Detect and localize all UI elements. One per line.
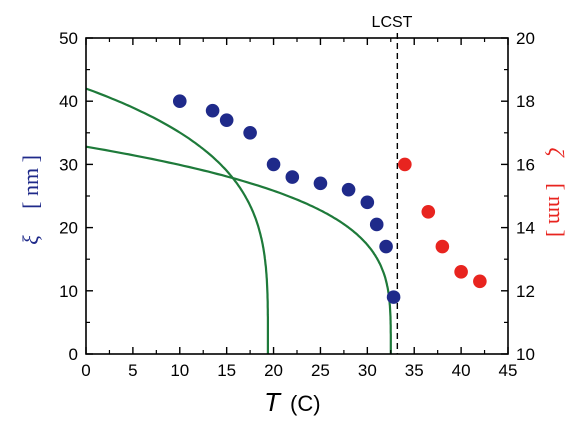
red-data-point [454, 265, 468, 279]
fit-curve-1 [85, 87, 269, 354]
blue-data-point [369, 217, 384, 232]
blue-data-point [379, 239, 393, 254]
x-axis-label-unit: (C) [290, 391, 321, 416]
x-tick-label: 15 [217, 361, 236, 380]
x-tick-label: 40 [452, 361, 471, 380]
blue-data-point [386, 290, 401, 304]
x-tick-label: 20 [264, 361, 283, 380]
blue-data-point [285, 170, 300, 184]
y-left-label-symbol: ξ [18, 235, 43, 245]
x-tick-label: 35 [405, 361, 424, 380]
y-left-label-unit: [ nm ] [18, 155, 43, 209]
x-axis-label-symbol: T [264, 387, 282, 417]
y-right-tick-label: 14 [516, 219, 535, 238]
red-data-point [473, 274, 487, 289]
blue-data-point [341, 182, 356, 197]
x-tick-label: 30 [358, 361, 377, 380]
axis-labels: LCST T (C) ξ [ nm ] ζ [ nm ] [18, 14, 569, 417]
y-left-tick-label: 20 [59, 219, 78, 238]
blue-data-point [205, 103, 220, 118]
y-right-tick-label: 10 [516, 345, 535, 364]
y-right-label-symbol: ζ [544, 148, 569, 159]
red-data-point [398, 157, 412, 172]
axes: 0 5 10 15 20 25 30 35 40 45 0 10 20 30 40 50 10 12 14 16 18 2… [59, 29, 535, 380]
y-right-tick-label: 12 [516, 282, 535, 301]
x-tick-label: 0 [81, 361, 90, 380]
y-left-tick-label: 10 [59, 282, 78, 301]
red-data-point [435, 239, 450, 254]
blue-data-point [219, 113, 234, 127]
plot-area [85, 33, 487, 354]
y-right-tick-label: 18 [516, 92, 535, 111]
blue-data-point [266, 157, 281, 172]
y-right-label-unit: [ nm ] [544, 183, 569, 237]
y-left-tick-label: 0 [69, 345, 78, 364]
blue-data-point [313, 176, 328, 191]
red-data-point [421, 205, 436, 219]
blue-data-point [243, 126, 257, 140]
blue-data-point [360, 195, 375, 210]
y-axis-left-label: ξ [ nm ] [18, 155, 43, 245]
y-right-tick-label: 20 [516, 29, 535, 48]
y-right-tick-label: 16 [516, 155, 535, 174]
x-tick-label: 10 [170, 361, 189, 380]
lcst-annotation: LCST [372, 14, 413, 31]
plot-frame [85, 37, 509, 355]
blue-data-point [172, 94, 187, 108]
y-left-tick-label: 50 [59, 29, 78, 48]
y-left-tick-label: 40 [59, 92, 78, 111]
fit-curve-2 [85, 145, 392, 354]
x-tick-label: 45 [499, 361, 518, 380]
y-axis-right-label: ζ [ nm ] [544, 148, 569, 237]
x-tick-label: 5 [128, 361, 137, 380]
x-tick-label: 25 [311, 361, 330, 380]
y-left-tick-label: 30 [59, 155, 78, 174]
